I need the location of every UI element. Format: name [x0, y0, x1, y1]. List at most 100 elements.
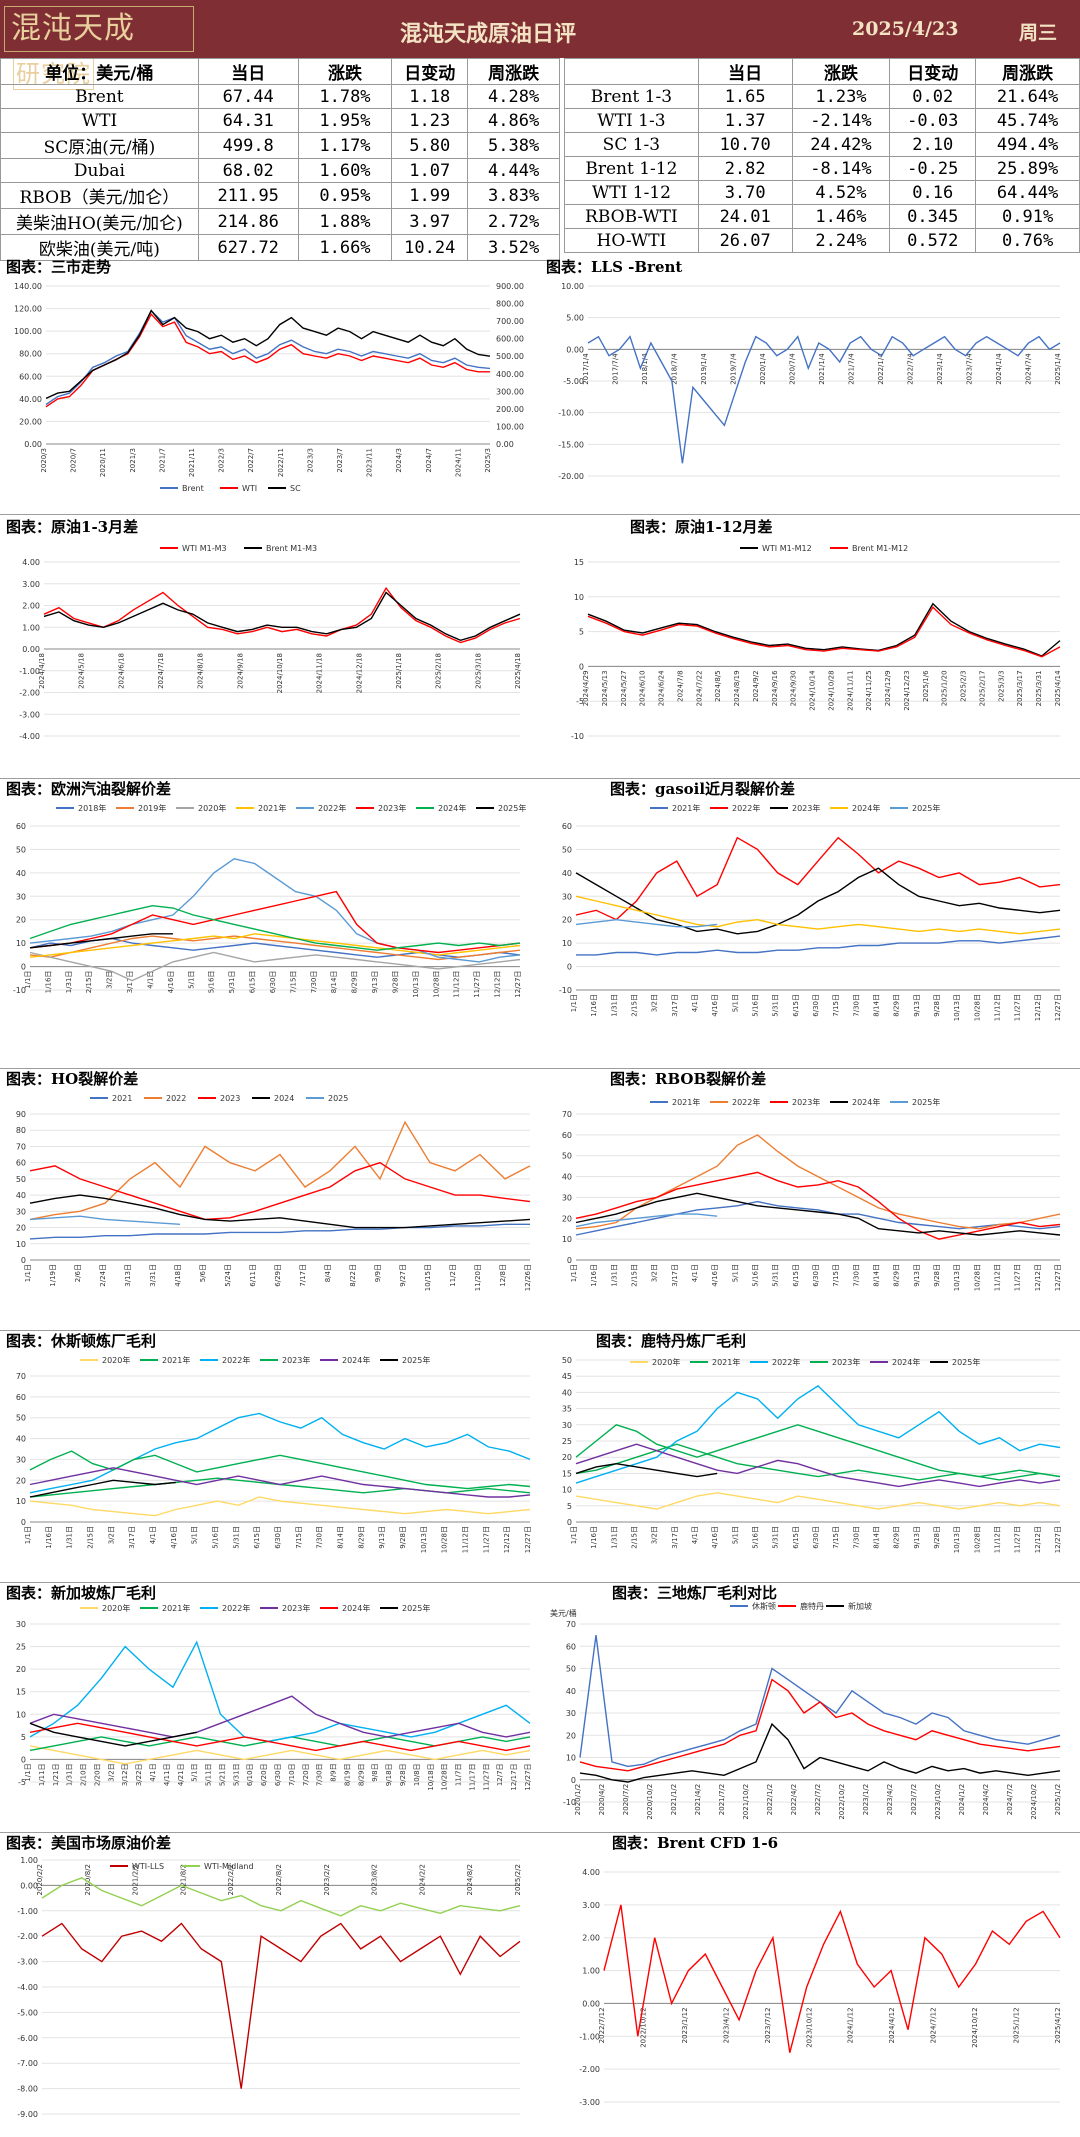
table-cell: 0.16: [889, 180, 977, 205]
x-tick-label: 2020/1/4: [759, 353, 767, 385]
x-tick-label: 2024/8/5: [714, 670, 722, 701]
x-tick-label: 6/30日: [274, 1763, 282, 1786]
x-tick-label: 2021/7/4: [848, 353, 856, 385]
x-tick-label: 1/11日: [38, 1763, 46, 1786]
x-tick-label: 8/14日: [873, 1264, 881, 1287]
chart-title: 图表：欧洲汽油裂解价差: [6, 780, 172, 798]
y-tick-label: -2.00: [579, 2065, 600, 2074]
chart-spread-1-3: 4.00 3.00 2.00 1.00 0.00 -1.00 -2.00 -3.00 -4.00…: [19, 544, 522, 741]
x-tick-label: 7/30日: [852, 1264, 860, 1287]
y-tick-label: 20: [566, 1731, 576, 1740]
chart-houston-margin: 70 60 50 40 30 20 10 01/1日 1/16日 1/31日 2/15日 3/2日 3/…: [16, 1355, 532, 1553]
y-tick-label: 40: [566, 1687, 576, 1696]
y-tick-label: 60: [562, 1131, 572, 1140]
y-tick-label: -6.00: [17, 2034, 38, 2043]
legend-label: 2018年: [78, 803, 106, 813]
row-label: HO-WTI: [564, 228, 699, 253]
chart-panel-margin-compare: 图表：三地炼厂毛利对比 70 60 50 40 30 20 10 0 -10 美元/桶 2020/1…: [540, 1582, 1080, 1832]
x-tick-label: 2024/4/2: [982, 1784, 990, 1815]
series-line-WTI-LLS: [41, 1922, 521, 2089]
y-tick-label: 10: [566, 1754, 576, 1763]
x-tick-label: 7/30日: [852, 1526, 860, 1549]
x-tick-label: 2024/10/12: [971, 2007, 979, 2047]
row-label: WTI 1-3: [564, 108, 699, 133]
x-tick-label: 2022/3: [218, 448, 226, 473]
y-tick-label: -7.00: [17, 2059, 38, 2068]
x-tick-label: 2/15日: [85, 971, 93, 994]
table-row: WTI 64.31 1.95% 1.23 4.86%: [0, 108, 560, 133]
row-label: RBOB（美元/加仑）: [0, 182, 199, 209]
x-tick-label: 8/14日: [337, 1526, 345, 1549]
y-tick-label: 80.00: [19, 350, 42, 359]
x-tick-label: 2025/3/17: [1016, 670, 1024, 706]
x-tick-label: 7/15日: [832, 1264, 840, 1287]
x-tick-label: 2018/7/4: [671, 353, 679, 385]
table-row: Brent 67.44 1.78% 1.18 4.28%: [0, 84, 560, 109]
x-tick-label: 2022/7/4: [907, 353, 915, 385]
x-tick-label: 2022/10/12: [639, 2007, 647, 2047]
y-tick-label: 0.00: [566, 345, 584, 354]
x-tick-label: 6/20日: [260, 1763, 268, 1786]
table-cell: 1.17%: [297, 132, 393, 159]
x-tick-label: 2/10日: [80, 1763, 88, 1786]
x-tick-label: 2023/4/2: [886, 1784, 894, 1815]
y-tick-label: 50: [562, 845, 572, 854]
legend-label: 2020年: [102, 1355, 130, 1365]
x-tick-label: 3/17日: [126, 971, 134, 994]
divider: [0, 1068, 1080, 1069]
y-tick-label: -10.00: [558, 409, 584, 418]
price-table-left: 单位：美元/桶 当日 涨跌 日变动 周涨跌 Brent 67.44 1.78% 1.18 4.2…: [0, 58, 560, 261]
x-tick-label: 2021/1/2: [670, 1784, 678, 1815]
x-tick-label: 10/28日: [973, 994, 981, 1021]
y-tick-label: 0: [21, 1256, 26, 1265]
x-tick-label: 2024/7/8: [676, 670, 684, 701]
series-line-Brent: [45, 309, 491, 406]
x-tick-label: 2023/1/2: [862, 1784, 870, 1815]
divider: [0, 1330, 1080, 1331]
x-tick-label: 2024/11/25: [865, 670, 873, 710]
y2-tick-label: 500.00: [496, 352, 524, 361]
legend-label: 2022年: [318, 803, 346, 813]
chart-margin-compare: 70 60 50 40 30 20 10 0 -10 美元/桶 2020/1/2 2020/4/2 20…: [550, 1602, 1062, 1820]
x-tick-label: 6/15日: [253, 1526, 261, 1549]
series-line-2024年: [29, 1467, 531, 1498]
y-tick-label: 30: [16, 1620, 26, 1629]
y-tick-label: 60: [566, 1642, 576, 1651]
series-line-2025年: [29, 1479, 176, 1498]
x-tick-label: 5/1日: [191, 1526, 199, 1544]
x-tick-label: 2017/7/4: [612, 353, 620, 385]
y-tick-label: -15.00: [558, 440, 584, 449]
series-line-SC: [45, 309, 491, 400]
legend-label: 2021: [112, 1094, 132, 1103]
table-row: HO-WTI 26.07 2.24% 0.572 0.76%: [564, 228, 1080, 253]
y-tick-label: 0.00: [20, 1881, 38, 1890]
table-cell: 0.95%: [297, 182, 393, 209]
table-cell: 26.07: [697, 228, 793, 253]
x-tick-label: 2020/2/2: [36, 1864, 44, 1895]
series-line-2021年: [29, 933, 521, 958]
table-cell: 1.95%: [297, 108, 393, 133]
x-tick-label: 6/15日: [792, 994, 800, 1017]
table-cell: 0.91%: [975, 204, 1080, 229]
divider: [0, 778, 1080, 779]
series-line-2019年: [29, 935, 521, 961]
legend-label: 2025年: [402, 1355, 430, 1365]
price-table-right: 当日 涨跌 日变动 周涨跌 Brent 1-3 1.65 1.23% 0.02 21.64% W…: [564, 58, 1080, 253]
y-tick-label: 30: [16, 1455, 26, 1464]
y-tick-label: 0: [567, 1256, 572, 1265]
price-tables: 单位：美元/桶 当日 涨跌 日变动 周涨跌 Brent 67.44 1.78% 1.18 4.2…: [0, 58, 1080, 261]
x-tick-label: 2022/7/2: [814, 1784, 822, 1815]
legend-label: 2024年: [438, 803, 466, 813]
table-cell: 64.31: [197, 108, 299, 133]
x-tick-label: 2024/4/29: [582, 670, 590, 706]
table-cell: 24.42%: [791, 132, 891, 157]
legend-label: 2025年: [912, 1097, 940, 1107]
y-tick-label: 1.00: [20, 1856, 38, 1865]
series-line-2024年: [29, 904, 521, 951]
x-tick-label: 11/7日: [455, 1763, 463, 1786]
x-tick-label: 10/13日: [953, 994, 961, 1021]
chart-panel-ho-crack: 图表：HO裂解价差 90 80 70 60 50 40 30 20 10 0 1/1日 1/19日 2/…: [0, 1068, 540, 1330]
x-tick-label: 2023/1/12: [681, 2007, 689, 2043]
chart-title: 图表：LLS -Brent: [546, 258, 683, 276]
y-tick-label: -9.00: [17, 2110, 38, 2119]
